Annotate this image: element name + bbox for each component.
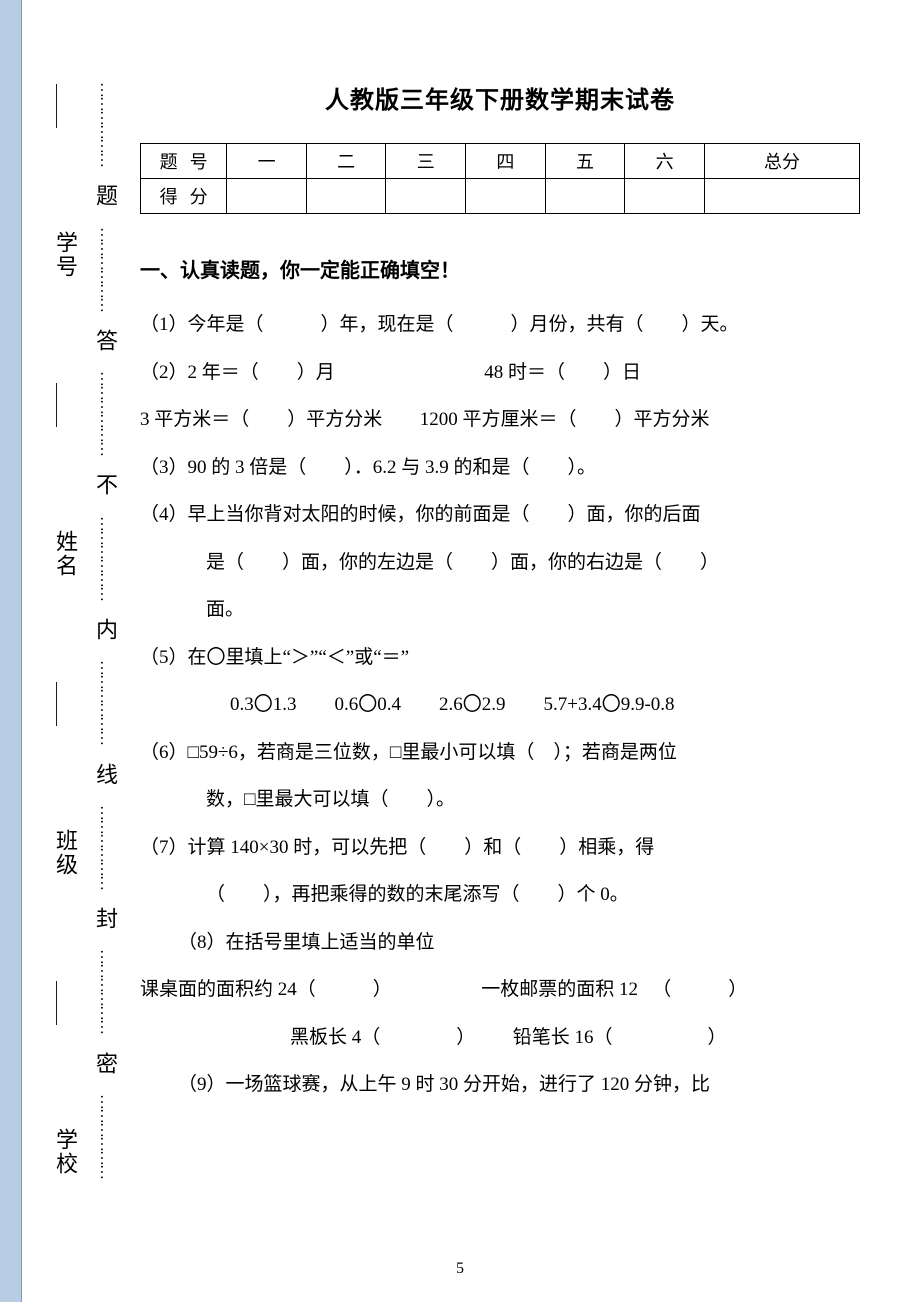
score-cell (306, 179, 386, 214)
page-number: 5 (0, 1260, 920, 1278)
score-col: 六 (625, 144, 705, 179)
binding-dots: ……………… (96, 660, 114, 744)
q2b: 48 时＝（ ）日 (484, 362, 641, 383)
binding-label-class: 班级 (49, 829, 81, 877)
q8c-left: 黑板长 4（ ） (290, 1027, 475, 1048)
q2c: 3 平方米＝（ ）平方分米 (140, 409, 382, 430)
binding-label-id: 学号 (49, 231, 81, 279)
binding-label-school: 学校 (49, 1128, 81, 1176)
table-row: 题号 一 二 三 四 五 六 总分 (141, 144, 860, 179)
question-8-line3: 黑板长 4（ ） 铅笔长 16（ ） (140, 1014, 860, 1062)
q8b-right: 一枚邮票的面积 12 （ ） (481, 979, 747, 1000)
score-cell (466, 179, 546, 214)
question-3: （3）90 的 3 倍是（ ）．6.2 与 3.9 的和是（ ）。 (140, 444, 860, 492)
question-2-line1: （2）2 年＝（ ）月 48 时＝（ ）日 (140, 349, 860, 397)
question-7-line2: （ ），再把乘得的数的末尾添写（ ）个 0。 (140, 871, 860, 919)
q2a: （2）2 年＝（ ）月 (140, 362, 335, 383)
score-cell (227, 179, 307, 214)
score-cell (386, 179, 466, 214)
binding-underline: ＿＿ (49, 84, 81, 128)
question-5-line2: 0.3〇1.3 0.6〇0.4 2.6〇2.9 5.7+3.4〇9.9-0.8 (140, 681, 860, 729)
binding-inner-bu: 不 (89, 473, 121, 497)
question-8-line1: （8）在括号里填上适当的单位 (140, 919, 860, 967)
binding-inner-feng: 封 (89, 907, 121, 931)
score-col: 四 (466, 144, 546, 179)
exam-title: 人教版三年级下册数学期末试卷 (140, 80, 860, 115)
question-4-line3: 面。 (140, 586, 860, 634)
binding-dots: ……………… (96, 82, 114, 166)
score-col: 二 (306, 144, 386, 179)
binding-dots: ……………… (96, 371, 114, 455)
question-4-line2: 是（ ）面，你的左边是（ ）面，你的右边是（ ） (140, 539, 860, 587)
score-cell (704, 179, 859, 214)
score-cell (625, 179, 705, 214)
table-row: 得分 (141, 179, 860, 214)
binding-inner-nei: 内 (89, 618, 121, 642)
section-1-heading: 一、认真读题，你一定能正确填空！ (140, 254, 860, 283)
binding-inner-da: 答 (89, 329, 121, 353)
score-col: 总分 (704, 144, 859, 179)
binding-label-name: 姓名 (49, 530, 81, 578)
binding-dots: ……………… (96, 227, 114, 311)
binding-inner-mi: 密 (89, 1052, 121, 1076)
score-table: 题号 一 二 三 四 五 六 总分 得分 (140, 143, 860, 214)
question-2-line2: 3 平方米＝（ ）平方分米 1200 平方厘米＝（ ）平方分米 (140, 396, 860, 444)
page-content: 人教版三年级下册数学期末试卷 题号 一 二 三 四 五 六 总分 得分 一、认真… (140, 80, 860, 1109)
binding-dots: ……………… (96, 805, 114, 889)
score-header-label: 题号 (141, 144, 227, 179)
binding-column: 学校 ＿＿ 班级 ＿＿ 姓名 ＿＿ 学号 ＿＿ ……………… 密 ……………… … (40, 60, 130, 1200)
question-6-line2: 数，□里最大可以填（ ）。 (140, 776, 860, 824)
q2d: 1200 平方厘米＝（ ）平方分米 (420, 409, 710, 430)
binding-underline: ＿＿ (49, 981, 81, 1025)
q8c-right: 铅笔长 16（ ） (513, 1027, 727, 1048)
question-6-line1: （6）□59÷6，若商是三位数，□里最小可以填（ ）；若商是两位 (140, 729, 860, 777)
score-cell (545, 179, 625, 214)
question-8-line2: 课桌面的面积约 24（ ） 一枚邮票的面积 12 （ ） (140, 966, 860, 1014)
binding-underline: ＿＿ (49, 383, 81, 427)
question-4-line1: （4）早上当你背对太阳的时候，你的前面是（ ）面，你的后面 (140, 491, 860, 539)
binding-underline: ＿＿ (49, 682, 81, 726)
question-5-line1: （5）在〇里填上“＞”“＜”或“＝” (140, 634, 860, 682)
score-col: 一 (227, 144, 307, 179)
left-margin-strip (0, 0, 22, 1302)
binding-inner: ……………… 密 ……………… 封 ……………… 线 ……………… 内 …………… (89, 60, 121, 1200)
question-7-line1: （7）计算 140×30 时，可以先把（ ）和（ ）相乘，得 (140, 824, 860, 872)
binding-dots: ……………… (96, 1094, 114, 1178)
score-row-label: 得分 (141, 179, 227, 214)
binding-outer: 学校 ＿＿ 班级 ＿＿ 姓名 ＿＿ 学号 ＿＿ (49, 60, 81, 1200)
question-9: （9）一场篮球赛，从上午 9 时 30 分开始，进行了 120 分钟，比 (140, 1061, 860, 1109)
binding-dots: ……………… (96, 949, 114, 1033)
question-1: （1）今年是（ ）年，现在是（ ）月份，共有（ ）天。 (140, 301, 860, 349)
q8b-left: 课桌面的面积约 24（ ） (140, 979, 392, 1000)
score-col: 三 (386, 144, 466, 179)
binding-inner-ti: 题 (89, 184, 121, 208)
binding-dots: ……………… (96, 516, 114, 600)
score-col: 五 (545, 144, 625, 179)
binding-inner-xian: 线 (89, 763, 121, 787)
